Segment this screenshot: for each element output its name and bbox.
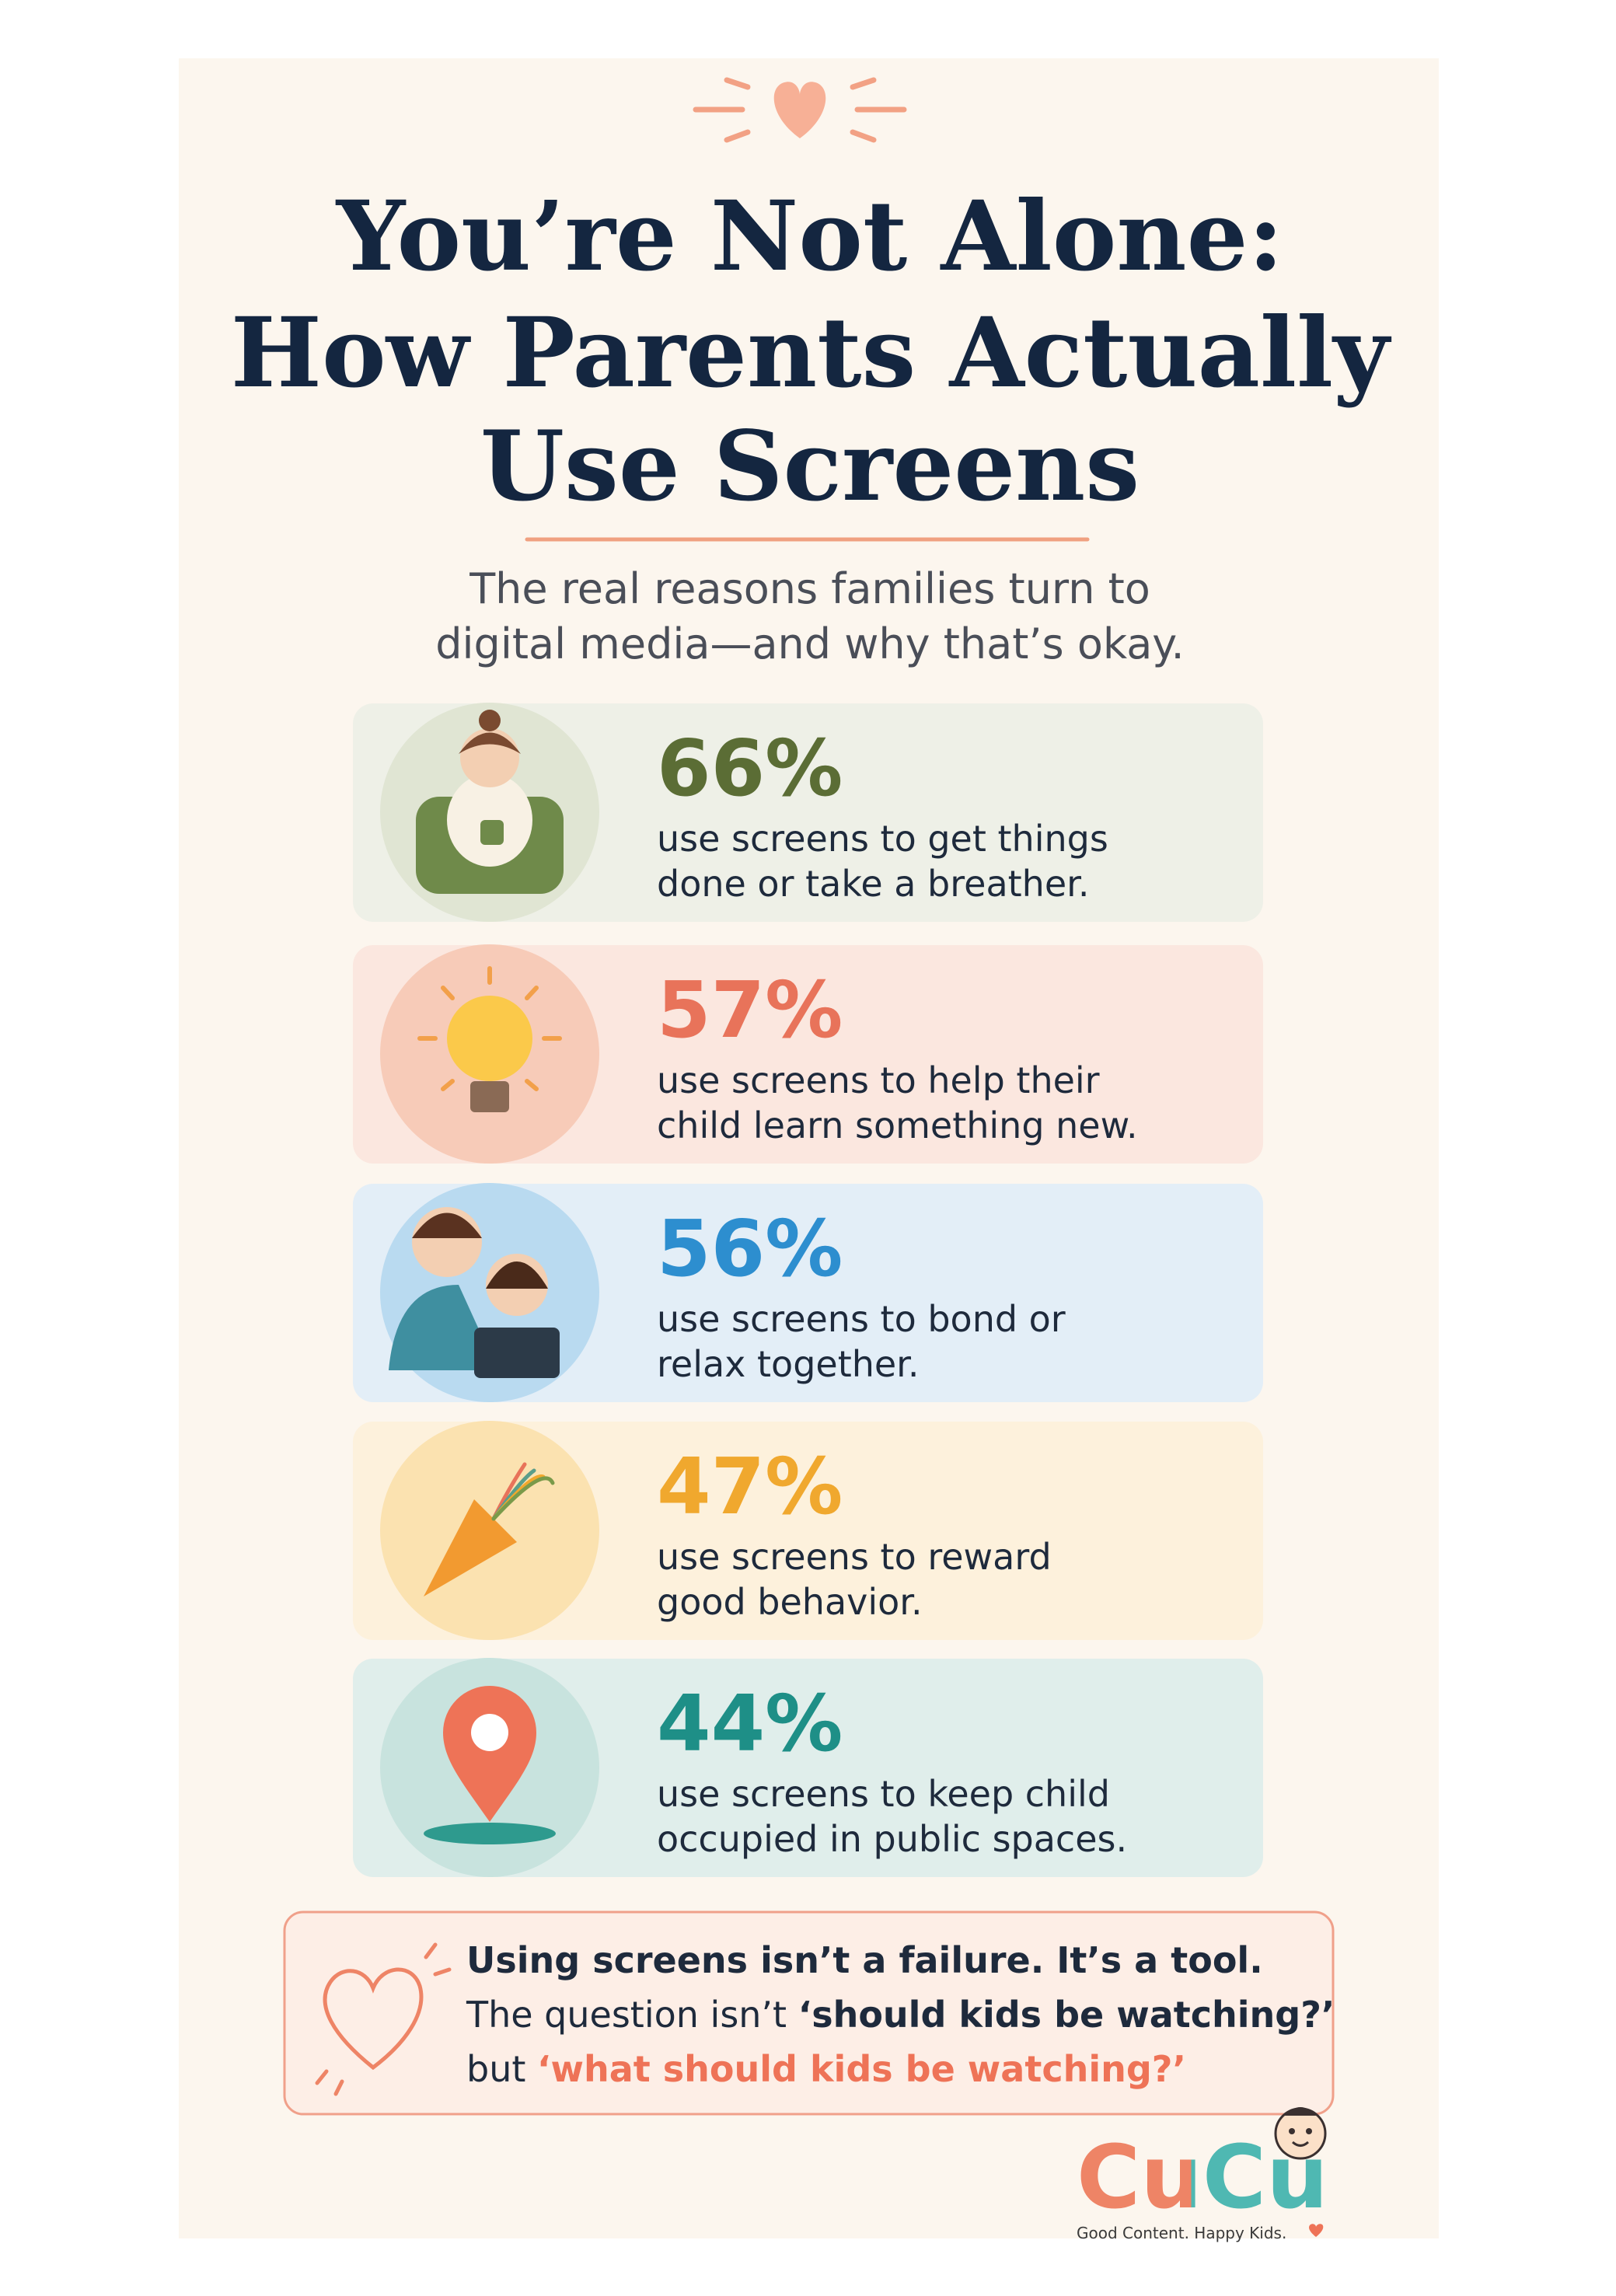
stat-description: relax together. xyxy=(657,1343,920,1385)
stat-value: 66% xyxy=(657,723,843,814)
icon-ray xyxy=(525,986,539,1000)
title-line: How Parents Actually xyxy=(231,297,1392,410)
stat-description: done or take a breather. xyxy=(657,863,1089,905)
icon-shape xyxy=(424,1499,517,1596)
brand-logo: CuCu xyxy=(1077,2127,1328,2228)
icon-ray xyxy=(525,1079,539,1091)
icon-shape xyxy=(479,710,501,731)
stat-icon xyxy=(389,1207,560,1378)
stat-description: occupied in public spaces. xyxy=(657,1818,1127,1860)
tagline-heart xyxy=(1309,2224,1324,2237)
callout-line: The question isn’t ‘should kids be watch… xyxy=(466,1994,1335,2036)
icon-ray xyxy=(441,1079,455,1091)
callout-line: but ‘what should kids be watching?’ xyxy=(466,2048,1186,2090)
callout-line: Using screens isn’t a failure. It’s a to… xyxy=(466,1939,1263,1981)
stat-description: use screens to bond or xyxy=(657,1298,1066,1340)
stat-icon xyxy=(416,710,564,894)
callout-heart xyxy=(315,1942,452,2096)
stat-description: use screens to reward xyxy=(657,1536,1052,1578)
icon-shape xyxy=(474,1328,560,1378)
stat-description: use screens to keep child xyxy=(657,1773,1110,1815)
icon-shape xyxy=(424,1823,556,1844)
stat-value: 47% xyxy=(657,1441,843,1532)
icon-shape xyxy=(470,1081,509,1112)
icon-shape xyxy=(443,1686,536,1822)
callout-text: but xyxy=(466,2048,537,2090)
icon-streamer xyxy=(491,1476,555,1521)
stat-description: child learn something new. xyxy=(657,1104,1138,1146)
callout-text: The question isn’t xyxy=(466,1994,798,2036)
callout-box xyxy=(283,1910,1335,2116)
subtitle-line: The real reasons families turn to xyxy=(469,564,1150,613)
stat-description: use screens to help their xyxy=(657,1059,1100,1101)
stat-description: good behavior. xyxy=(657,1581,923,1623)
subtitle-line: digital media—and why that’s okay. xyxy=(435,619,1184,668)
callout-emphasis: ‘what should kids be watching?’ xyxy=(537,2048,1186,2090)
stat-icon xyxy=(417,966,562,1112)
stat-icon xyxy=(424,1686,556,1844)
heart-ornament xyxy=(693,77,907,143)
callout-emphasis: ‘should kids be watching?’ xyxy=(798,1994,1335,2036)
stat-value: 56% xyxy=(657,1203,843,1294)
brand-tagline: Good Content. Happy Kids. xyxy=(1077,2224,1286,2242)
icon-shape xyxy=(480,820,504,845)
title-line: Use Screens xyxy=(480,410,1140,523)
title-line: You’re Not Alone: xyxy=(335,180,1284,293)
stat-icon xyxy=(424,1462,555,1596)
icon-shape xyxy=(459,732,521,754)
stat-value: 57% xyxy=(657,965,843,1056)
stat-description: use screens to get things xyxy=(657,818,1108,860)
icon-shape xyxy=(486,1261,548,1289)
icon-shape xyxy=(412,1213,482,1238)
icon-shape xyxy=(471,1714,508,1751)
stat-value: 44% xyxy=(657,1678,843,1769)
icon-ray xyxy=(441,986,455,1000)
icon-shape xyxy=(447,996,532,1081)
icon-shape xyxy=(389,1285,497,1370)
brand-mascot xyxy=(1274,2107,1327,2160)
